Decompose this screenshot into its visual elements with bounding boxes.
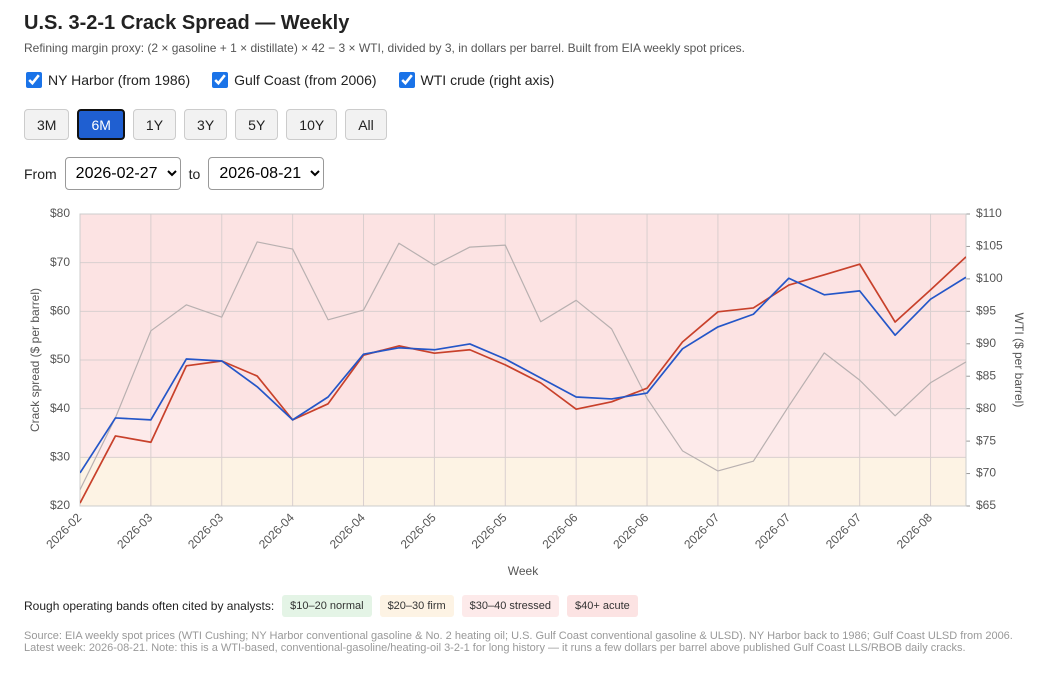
y-tick-label: $30 (50, 450, 70, 464)
grid-layer (79, 213, 970, 507)
band-chip: $30–40 stressed (461, 595, 559, 617)
x-tick-label: 2026-02 (43, 510, 84, 551)
series-toggle: NY Harbor (from 1986) (26, 72, 190, 88)
x-tick-label: 2026-05 (469, 510, 510, 551)
y-tick-label: $50 (50, 352, 70, 366)
legend-label: WTI crude (right axis) (420, 72, 555, 88)
subtitle: Refining margin proxy: (2 × gasoline + 1… (24, 41, 746, 55)
range-buttons: 3M 6M 1Y 3Y 5Y 10Y All (24, 109, 387, 140)
x-tick-label: 2026-07 (681, 510, 722, 551)
range-button[interactable]: 3Y (184, 109, 228, 140)
band (80, 457, 966, 506)
legend-label: Gulf Coast (from 2006) (234, 72, 377, 88)
y2-tick-label: $65 (976, 498, 996, 512)
range-button[interactable]: 6M (77, 109, 125, 140)
chart: $20 $30 $40 $50 $60 $70 $80 $65 $70 $75 $80 $85 $90 $… (28, 206, 1026, 578)
x-axis-title: Week (508, 564, 539, 578)
range-button[interactable]: 1Y (132, 109, 177, 140)
y2-tick-label: $75 (976, 433, 996, 447)
line-layer (80, 241, 966, 504)
band-intro: Rough operating bands often cited by ana… (24, 599, 275, 613)
date-range: From 2026-02-27 to 2026-08-21 (24, 157, 325, 190)
y-tick-label: $80 (50, 206, 70, 220)
from-select[interactable]: 2026-02-27 (64, 157, 181, 190)
x-tick-label: 2026-04 (256, 510, 297, 551)
to-label: to (188, 165, 201, 182)
band-layer (80, 214, 966, 506)
band-chip: $40+ acute (567, 595, 638, 617)
series-toggle: Gulf Coast (from 2006) (212, 72, 377, 88)
y-tick-label: $20 (50, 498, 70, 512)
y2-tick-label: $105 (976, 239, 1003, 253)
series-line (80, 256, 966, 504)
range-button[interactable]: All (345, 109, 387, 140)
band-chip: $20–30 firm (379, 595, 454, 617)
range-button[interactable]: 3M (24, 109, 70, 140)
y2-tick-label: $70 (976, 466, 996, 480)
range-button[interactable]: 10Y (286, 109, 338, 140)
series-line (80, 276, 966, 474)
source-line: Source: EIA weekly spot prices (WTI Cush… (24, 630, 1013, 642)
x-tick-label: 2026-03 (185, 510, 226, 551)
series-toggles: NY Harbor (from 1986) Gulf Coast (from 20… (26, 72, 554, 88)
y2-tick-label: $90 (976, 336, 996, 350)
range-button[interactable]: 5Y (235, 109, 279, 140)
checkbox[interactable] (26, 72, 42, 88)
y2-tick-label: $100 (976, 271, 1003, 285)
band (80, 408, 966, 458)
y2-axis-title: WTI ($ per barrel) (1012, 313, 1026, 408)
x-tick-label: 2026-08 (894, 510, 935, 551)
y-tick-label: $60 (50, 304, 70, 318)
title: U.S. 3-2-1 Crack Spread — Weekly (24, 12, 350, 34)
y-tick-label: $40 (50, 401, 70, 415)
y2-tick-label: $110 (976, 206, 1002, 220)
y2-tick-label: $95 (976, 304, 996, 318)
source-line: Latest week: 2026-08-21. Note: this is a… (24, 642, 966, 654)
x-tick-label: 2026-07 (823, 510, 864, 551)
y-tick-label: $70 (50, 255, 70, 269)
x-tick-label: 2026-06 (610, 510, 651, 551)
source-note: Source: EIA weekly spot prices (WTI Cush… (24, 630, 1034, 654)
legend-label: NY Harbor (from 1986) (48, 72, 191, 88)
checkbox[interactable] (212, 72, 229, 88)
x-tick-label: 2026-03 (114, 510, 155, 551)
checkbox[interactable] (398, 72, 415, 88)
plot-frame (79, 213, 967, 507)
x-tick-label: 2026-04 (327, 510, 368, 551)
x-tick-label: 2026-06 (539, 510, 580, 551)
y2-tick-label: $80 (976, 401, 996, 415)
to-select[interactable]: 2026-08-21 (208, 157, 325, 190)
series-line (80, 241, 966, 491)
band-legend: Rough operating bands often cited by ana… (24, 595, 638, 617)
x-tick-label: 2026-07 (752, 510, 793, 551)
from-label: From (24, 165, 57, 182)
series-toggle: WTI crude (right axis) (398, 72, 555, 88)
x-tick-label: 2026-05 (398, 510, 439, 551)
y-axis-title: Crack spread ($ per barrel) (28, 288, 42, 432)
band-chip: $10–20 normal (282, 595, 372, 617)
y2-tick-label: $85 (976, 368, 996, 382)
